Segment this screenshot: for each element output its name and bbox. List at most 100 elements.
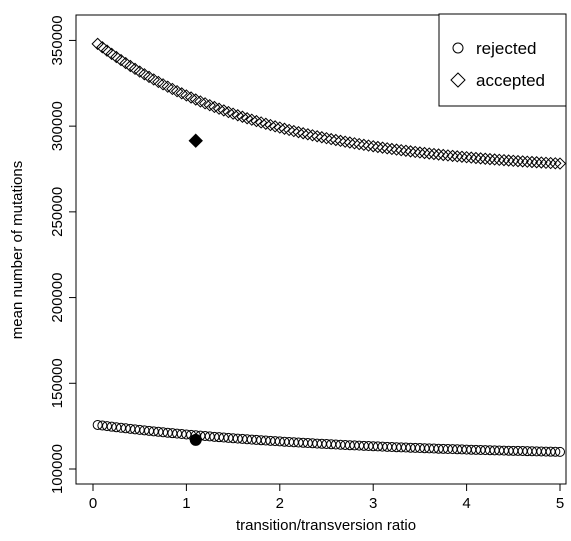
accepted-point <box>273 121 287 134</box>
accepted-point <box>525 155 539 169</box>
accepted-point <box>194 95 207 108</box>
accepted-point <box>479 152 492 165</box>
y-tick-label: 250000 <box>49 187 66 237</box>
accepted-point <box>278 122 291 135</box>
accepted-point <box>292 125 305 139</box>
x-tick-label: 0 <box>89 495 97 512</box>
accepted-point <box>460 150 473 164</box>
accepted-point <box>423 147 436 160</box>
legend-rejected-marker <box>452 42 464 54</box>
x-tick-label: 1 <box>182 495 190 512</box>
y-axis-title: mean number of mutations <box>9 161 26 339</box>
rejected-point <box>550 446 561 457</box>
accepted-point <box>493 153 506 167</box>
accepted-point <box>198 97 212 110</box>
accepted-point <box>409 145 422 159</box>
x-tick-label: 3 <box>369 495 377 512</box>
accepted-point <box>535 156 548 169</box>
accepted-point <box>250 114 263 128</box>
accepted-point <box>287 124 301 138</box>
accepted-point <box>226 107 240 120</box>
accepted-point <box>315 131 329 144</box>
accepted-point <box>264 118 277 132</box>
accepted-point <box>306 129 319 142</box>
accepted-point <box>329 133 343 147</box>
accepted-point <box>544 156 557 170</box>
accepted-point <box>320 131 333 145</box>
accepted-point <box>451 150 464 163</box>
highlighted-accepted-point <box>188 133 203 148</box>
accepted-point <box>441 149 455 162</box>
accepted-point <box>268 120 282 133</box>
accepted-point <box>296 127 310 140</box>
legend: rejected accepted <box>438 13 567 107</box>
accepted-point <box>390 143 403 156</box>
accepted-point <box>385 142 399 156</box>
accepted-point <box>208 100 221 114</box>
accepted-point <box>511 154 525 168</box>
accepted-point <box>507 154 520 168</box>
accepted-point <box>348 137 361 150</box>
accepted-point <box>502 154 515 167</box>
accepted-point <box>395 143 408 157</box>
accepted-point <box>413 146 427 159</box>
y-tick-label: 100000 <box>49 444 66 494</box>
accepted-point <box>469 151 483 165</box>
accepted-point <box>427 147 441 161</box>
accepted-point <box>446 149 459 163</box>
x-tick-label: 4 <box>462 495 470 512</box>
x-axis: 0 1 2 3 4 5 <box>89 483 564 512</box>
y-tick-label: 350000 <box>49 15 66 65</box>
accepted-point <box>539 156 553 170</box>
accepted-point <box>352 137 366 151</box>
accepted-point <box>376 141 389 154</box>
accepted-point <box>324 132 338 146</box>
accepted-point <box>343 136 357 149</box>
legend-rejected-label: rejected <box>476 39 536 58</box>
accepted-point <box>357 138 371 152</box>
accepted-point <box>231 109 244 122</box>
x-tick-label: 2 <box>276 495 284 512</box>
legend-accepted-marker <box>450 72 466 88</box>
x-axis-title: transition/transversion ratio <box>236 517 416 534</box>
accepted-point <box>301 128 315 141</box>
y-axis: 100000 150000 200000 250000 300000 350000 <box>49 15 77 494</box>
legend-box <box>438 13 567 107</box>
accepted-point <box>282 123 296 137</box>
accepted-point <box>254 116 268 129</box>
accepted-point <box>483 152 497 166</box>
accepted-point <box>381 142 394 155</box>
accepted-point <box>217 104 230 117</box>
accepted-point <box>212 102 226 115</box>
legend-accepted-label: accepted <box>476 71 545 90</box>
accepted-point <box>497 153 511 167</box>
accepted-point <box>549 157 562 170</box>
accepted-point <box>455 150 469 163</box>
accepted-point <box>338 135 352 148</box>
accepted-point <box>366 140 380 153</box>
accepted-point <box>399 144 413 157</box>
accepted-point <box>437 148 450 162</box>
rejected-point <box>555 446 565 457</box>
accepted-point <box>553 157 567 170</box>
x-tick-label: 5 <box>556 495 564 512</box>
data-points <box>91 37 567 457</box>
accepted-point <box>245 113 258 126</box>
highlighted-rejected-point <box>189 433 202 446</box>
accepted-point <box>516 155 529 168</box>
accepted-point <box>465 151 478 164</box>
accepted-point <box>432 148 445 161</box>
accepted-point <box>530 156 543 169</box>
accepted-point <box>203 98 216 112</box>
accepted-point <box>240 112 254 125</box>
accepted-point <box>418 146 431 160</box>
accepted-point <box>310 130 324 143</box>
accepted-point <box>222 105 235 119</box>
accepted-point <box>236 110 249 123</box>
accepted-point <box>404 145 417 158</box>
accepted-point <box>521 155 534 168</box>
accepted-point <box>362 139 375 152</box>
accepted-point <box>259 117 272 130</box>
accepted-point <box>189 93 202 106</box>
